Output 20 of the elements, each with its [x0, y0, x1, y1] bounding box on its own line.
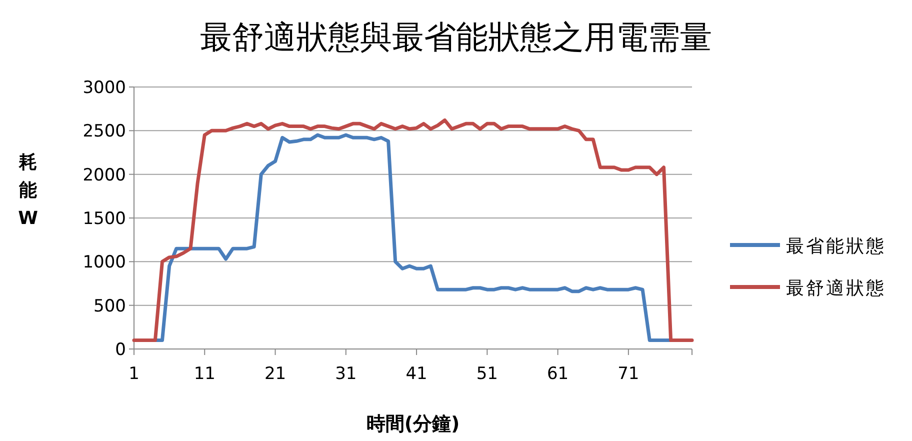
legend-label: 最舒適狀態: [786, 278, 886, 299]
y-tick-label: 2500: [82, 122, 126, 142]
y-tick-label: 1500: [82, 209, 126, 229]
x-tick-label: 11: [194, 364, 216, 384]
x-tick-label: 31: [335, 364, 357, 384]
x-axis-title: 時間(分鐘): [366, 413, 460, 435]
x-tick-label: 41: [406, 364, 428, 384]
y-tick-label: 2000: [82, 165, 126, 186]
y-tick-label: 500: [94, 296, 126, 316]
y-tick-label: 0: [115, 340, 126, 360]
x-tick-label: 61: [546, 364, 569, 384]
x-tick-label: 1: [128, 364, 140, 384]
y-tick-label: 1000: [82, 252, 126, 273]
x-tick-label: 71: [618, 364, 640, 384]
legend-label: 最省能狀態: [786, 236, 886, 257]
y-axis-title: 耗能W: [18, 152, 38, 229]
y-tick-label: 3000: [82, 78, 126, 98]
x-tick-label: 51: [476, 364, 498, 384]
x-tick-label: 21: [264, 364, 286, 384]
chart-title: 最舒適狀態與最省能狀態之用電需量: [200, 18, 712, 56]
